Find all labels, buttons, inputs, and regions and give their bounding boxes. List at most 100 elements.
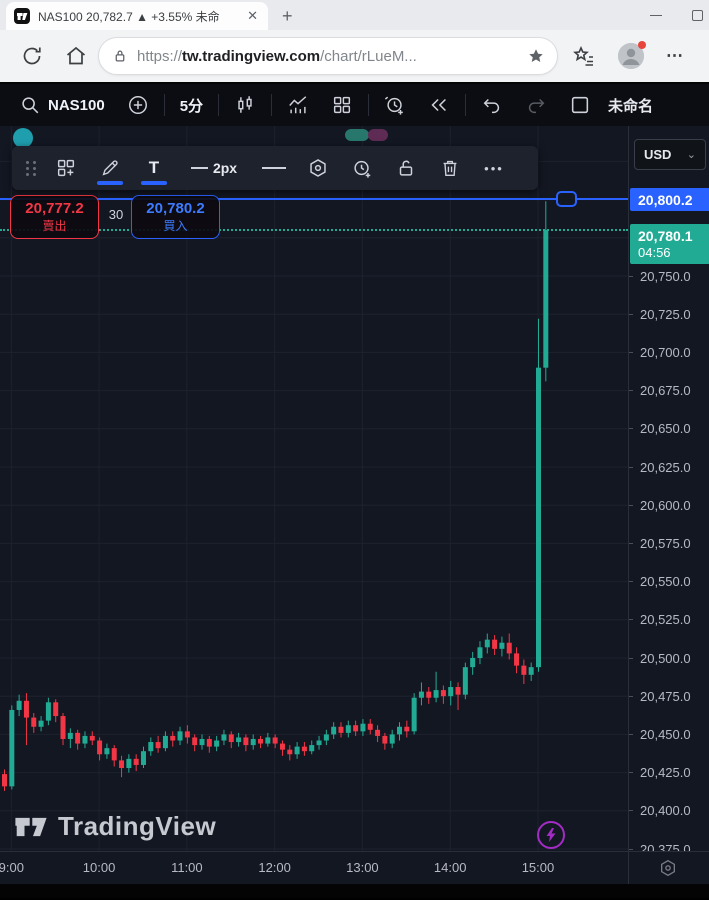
currency-dropdown[interactable]: USD ⌄ — [634, 139, 706, 170]
plus-circle-icon — [128, 96, 147, 114]
price-tick: 20,650.0 — [629, 421, 709, 437]
alert-button[interactable] — [373, 88, 417, 122]
buy-label: 買入 — [163, 218, 188, 233]
symbol-search-button[interactable]: NAS100 — [8, 88, 116, 122]
lock-button[interactable] — [386, 149, 426, 187]
fullscreen-button[interactable] — [558, 88, 602, 122]
candle — [499, 642, 505, 649]
tradingview-watermark: TradingView — [14, 811, 216, 842]
drawing-toolbar: T 2px — [12, 146, 538, 190]
candle — [309, 745, 315, 752]
buy-button[interactable]: 20,780.2 買入 — [131, 195, 220, 239]
candle — [2, 774, 7, 787]
candle — [528, 667, 534, 675]
alert-line-handle[interactable] — [556, 191, 577, 208]
price-tick: 20,600.0 — [629, 497, 709, 513]
tab-strip: NAS100 20,782.7 ▲ +3.55% 未命 ✕ + — [0, 0, 709, 30]
new-tab-button[interactable]: + — [282, 6, 293, 26]
time-axis[interactable]: 9:00 10:00 11:00 12:00 13:00 14:00 15:00 — [0, 851, 709, 884]
add-alert-button[interactable] — [342, 149, 382, 187]
candle — [360, 723, 366, 732]
candle — [382, 735, 388, 744]
candle — [287, 749, 293, 755]
candle — [60, 716, 66, 739]
candle — [162, 735, 168, 749]
profile-avatar[interactable] — [618, 41, 646, 69]
hexagon-settings-icon — [310, 159, 326, 177]
home-button[interactable] — [64, 44, 88, 68]
candle — [279, 743, 285, 750]
settings-button[interactable] — [298, 149, 338, 187]
price-tick: 20,750.0 — [629, 268, 709, 284]
line-width-button[interactable]: 2px — [178, 149, 250, 187]
candle — [228, 734, 234, 743]
candle — [221, 734, 227, 741]
layout-grid-button[interactable] — [320, 88, 364, 122]
candle — [470, 658, 476, 668]
bookmark-star-icon[interactable] — [527, 47, 545, 65]
address-bar: https://tw.tradingview.com/chart/rLueM..… — [0, 30, 709, 84]
refresh-button[interactable] — [20, 44, 44, 68]
more-options-button[interactable]: ••• — [474, 149, 514, 187]
replay-button[interactable] — [417, 88, 461, 122]
candle — [389, 734, 395, 744]
candle — [89, 735, 95, 741]
text-tool-button[interactable]: T — [134, 149, 174, 187]
time-scale-settings-button[interactable] — [658, 858, 678, 878]
candle — [16, 700, 22, 710]
candle — [214, 740, 220, 747]
line-style-button[interactable] — [254, 149, 294, 187]
redo-button[interactable] — [514, 88, 558, 122]
bottom-strip — [0, 884, 709, 898]
line-width-icon — [190, 167, 208, 169]
indicators-button[interactable] — [276, 88, 320, 122]
template-button[interactable] — [46, 149, 86, 187]
time-tick: 10:00 — [82, 860, 116, 875]
price-tick: 20,400.0 — [629, 803, 709, 819]
price-axis[interactable]: USD ⌄ 20,750.0 20,725.0 20,700.0 20,675.0 20… — [628, 126, 709, 851]
browser-menu-button[interactable]: ⋯ — [666, 46, 684, 65]
candle — [433, 690, 439, 698]
text-tool-icon: T — [148, 158, 160, 177]
candle — [367, 723, 373, 730]
favorites-hub-icon[interactable] — [572, 44, 596, 68]
compare-button[interactable] — [116, 88, 160, 122]
tab-close-icon[interactable]: ✕ — [247, 8, 258, 23]
candle — [192, 737, 198, 746]
alert-price-label[interactable]: 20,800.2 — [630, 188, 709, 212]
url-bar[interactable]: https://tw.tradingview.com/chart/rLueM..… — [98, 37, 558, 75]
candlestick-chart[interactable] — [0, 126, 628, 851]
rewind-icon — [431, 98, 447, 112]
delete-button[interactable] — [430, 149, 470, 187]
candle — [323, 734, 329, 741]
candle — [404, 726, 410, 732]
layout-name-label[interactable]: 未命名 — [608, 97, 654, 115]
interval-button[interactable]: 5分 — [169, 88, 214, 122]
chart-type-button[interactable] — [223, 88, 267, 122]
sell-button[interactable]: 20,777.2 賣出 — [10, 195, 99, 239]
undo-button[interactable] — [470, 88, 514, 122]
trash-icon — [443, 160, 457, 177]
price-tick: 20,475.0 — [629, 688, 709, 704]
candle — [462, 667, 468, 695]
quick-trade-button[interactable] — [537, 821, 565, 849]
candle — [426, 691, 432, 698]
drawing-anchor-dot — [13, 128, 33, 148]
chevron-down-icon: ⌄ — [686, 149, 696, 161]
toolbar-drag-handle[interactable] — [20, 149, 42, 187]
pencil-tool-button[interactable] — [90, 149, 130, 187]
candle — [411, 697, 417, 732]
window-maximize-button[interactable] — [692, 9, 703, 21]
window-minimize-button[interactable] — [650, 14, 662, 16]
candle — [535, 367, 541, 668]
candle — [265, 737, 271, 744]
chart-pane[interactable]: T 2px — [0, 126, 628, 851]
line-style-icon — [262, 167, 286, 169]
tradingview-logo-icon — [15, 817, 47, 836]
time-tick: 12:00 — [258, 860, 291, 875]
alert-price-line[interactable] — [0, 198, 628, 201]
browser-tab[interactable]: NAS100 20,782.7 ▲ +3.55% 未命 ✕ — [6, 2, 268, 30]
price-tick: 20,575.0 — [629, 535, 709, 551]
candle — [206, 738, 212, 747]
candle — [331, 726, 337, 735]
